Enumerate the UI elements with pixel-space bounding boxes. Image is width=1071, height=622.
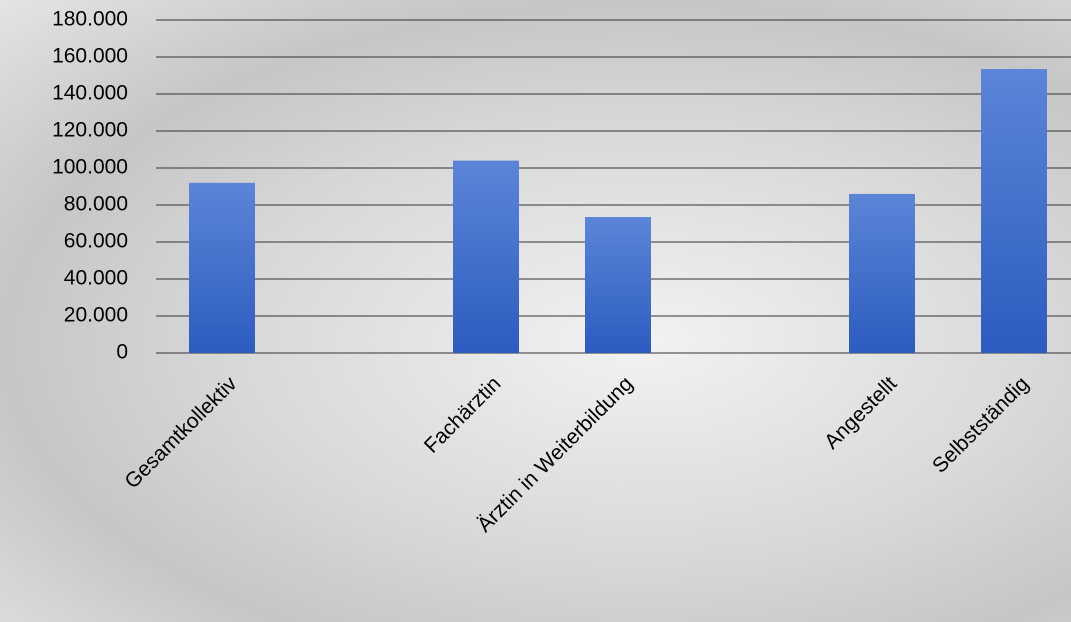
bar xyxy=(981,69,1047,354)
y-tick-label: 100.000 xyxy=(52,156,128,179)
bar xyxy=(189,182,255,353)
bar xyxy=(585,217,651,353)
y-tick-label: 120.000 xyxy=(52,119,128,142)
y-tick-label: 0 xyxy=(116,341,128,364)
y-tick-label: 40.000 xyxy=(64,267,128,290)
x-tick-label: Ärztin in Weiterbildung xyxy=(473,372,638,537)
x-tick-label: Selbstständig xyxy=(928,372,1033,477)
bar xyxy=(849,193,915,353)
y-tick-label: 140.000 xyxy=(52,82,128,105)
x-tick-label: Gesamtkollektiv xyxy=(120,372,241,493)
y-tick-label: 80.000 xyxy=(64,193,128,216)
y-tick-label: 180.000 xyxy=(52,8,128,31)
y-tick-label: 60.000 xyxy=(64,230,128,253)
x-tick-label: Angestellt xyxy=(820,372,902,454)
y-tick-label: 20.000 xyxy=(64,304,128,327)
bar xyxy=(453,160,519,353)
x-tick-label: Fachärztin xyxy=(420,372,506,458)
y-tick-label: 160.000 xyxy=(52,45,128,68)
